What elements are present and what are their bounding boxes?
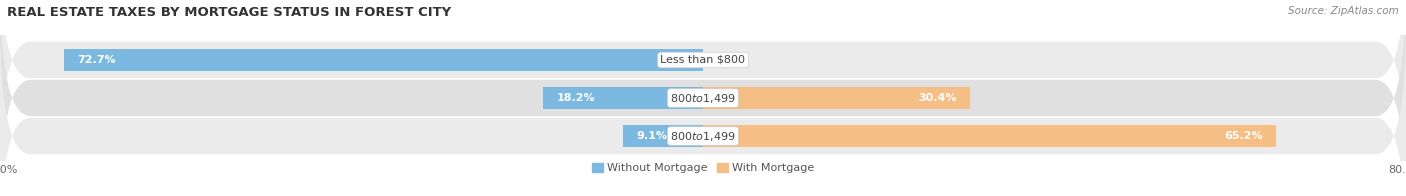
Bar xyxy=(703,87,970,109)
Text: 65.2%: 65.2% xyxy=(1225,131,1263,141)
Bar xyxy=(543,87,703,109)
Legend: Without Mortgage, With Mortgage: Without Mortgage, With Mortgage xyxy=(588,159,818,178)
Text: 72.7%: 72.7% xyxy=(77,55,115,65)
FancyBboxPatch shape xyxy=(0,21,1406,196)
Text: Less than $800: Less than $800 xyxy=(661,55,745,65)
Text: Source: ZipAtlas.com: Source: ZipAtlas.com xyxy=(1288,6,1399,16)
FancyBboxPatch shape xyxy=(0,0,1406,175)
Bar xyxy=(703,125,1277,147)
Text: 9.1%: 9.1% xyxy=(637,131,668,141)
Bar xyxy=(623,125,703,147)
Text: 18.2%: 18.2% xyxy=(557,93,595,103)
Text: 0.0%: 0.0% xyxy=(711,55,740,65)
Text: 30.4%: 30.4% xyxy=(918,93,957,103)
Text: $800 to $1,499: $800 to $1,499 xyxy=(671,130,735,142)
Text: $800 to $1,499: $800 to $1,499 xyxy=(671,92,735,104)
Bar xyxy=(65,49,703,71)
Text: REAL ESTATE TAXES BY MORTGAGE STATUS IN FOREST CITY: REAL ESTATE TAXES BY MORTGAGE STATUS IN … xyxy=(7,6,451,19)
